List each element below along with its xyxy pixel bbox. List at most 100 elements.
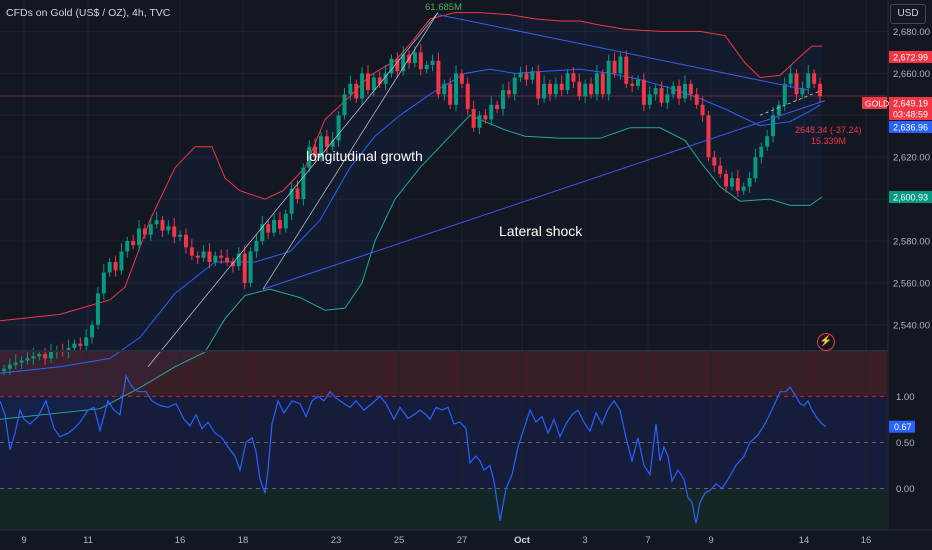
candle-body [266,224,271,233]
currency-button[interactable]: USD [890,4,926,24]
candle-body [31,356,36,359]
time-tick-label: 11 [83,535,93,546]
candle-body [418,52,423,70]
candle-body [166,226,171,231]
osc-band [0,352,887,397]
candle-body [160,220,165,231]
gold-tag-bg [862,97,887,109]
candle-body [137,228,142,246]
candle-body [289,188,294,214]
flash-icon[interactable]: ⚡ [817,333,835,351]
gold-tag: GOLD [865,99,889,109]
bb-fill [0,12,822,420]
candle-body [183,234,188,248]
candle-body [530,71,535,80]
candle-body [477,115,482,128]
candle-body [771,115,776,137]
candle-body [219,255,224,258]
candle-body [694,94,699,105]
candle-body [348,83,353,95]
candle-body [589,83,594,95]
candle-body [571,73,576,82]
candle-body [624,56,629,84]
price-label: 2,636.96 [893,123,928,133]
candle-body [213,255,218,262]
candle-body [277,220,282,229]
candle-body [360,73,365,99]
candle-body [148,224,153,235]
candle-body [747,178,752,187]
osc-tick-label: 1.00 [896,392,915,403]
candle-body [612,60,617,74]
candle-body [495,104,500,109]
price-tick-label: 2,560.00 [893,278,930,289]
candle-body [665,94,670,103]
candle-body [753,157,758,179]
candle-body [336,115,341,141]
candle-body [319,136,324,158]
osc-value-bg [889,420,915,433]
time-tick-label: 3 [582,535,587,546]
candle-body [313,146,318,158]
trend-up [262,100,826,290]
candle-body [776,104,781,116]
candle-body [330,140,335,147]
candle-body [101,272,106,294]
candle-body [383,73,388,84]
candle-body [500,90,505,109]
candle-body [242,253,247,283]
candle-body [25,358,30,361]
candle-body [542,83,547,99]
candle-body [489,104,494,120]
price-tick-label: 2,660.00 [893,69,930,80]
candle-body [395,58,400,72]
candles [2,44,822,376]
candle-body [600,73,605,95]
price-tick-label: 2,680.00 [893,27,930,38]
osc-band [0,488,887,530]
candle-body [536,71,541,99]
candle-body [442,83,447,95]
candle-body [125,241,130,252]
candle-body [412,52,417,63]
osc-line [0,374,827,524]
axis-background [888,0,932,550]
time-tick-label: 9 [708,535,713,546]
measure-label-1: 2648.34 (-37.24) [795,125,862,135]
candle-body [236,253,241,267]
candle-body [131,241,136,246]
osc-tick-label: 0.50 [896,438,915,449]
price-label-bg [889,51,932,63]
candle-body [559,83,564,91]
candle-body [794,73,799,95]
bollinger-bands [0,12,823,420]
price-label: 2,600.93 [893,193,928,203]
price-label-bg [889,121,932,133]
candle-body [7,364,12,369]
candle-body [677,85,682,99]
candle-body [260,224,265,242]
candle-body [671,85,676,95]
candle-body [365,73,370,91]
candle-body [788,73,793,84]
candle-body [653,88,658,95]
candle-body [688,83,693,95]
candle-body [48,352,53,359]
candle-body [818,83,822,97]
candle-body [324,136,329,147]
candle-body [430,60,435,65]
candle-body [2,368,6,371]
bb-line [0,114,823,420]
candle-body [518,73,523,78]
candle-body [295,188,300,200]
time-tick-label: 25 [394,535,405,546]
time-tick-label: 27 [457,535,468,546]
trend-down [437,14,809,91]
candle-body [207,251,212,262]
candle-body [90,324,95,338]
candle-body [342,94,347,116]
candle-body [225,257,230,262]
volume-annotation: 61.685M [425,2,462,13]
